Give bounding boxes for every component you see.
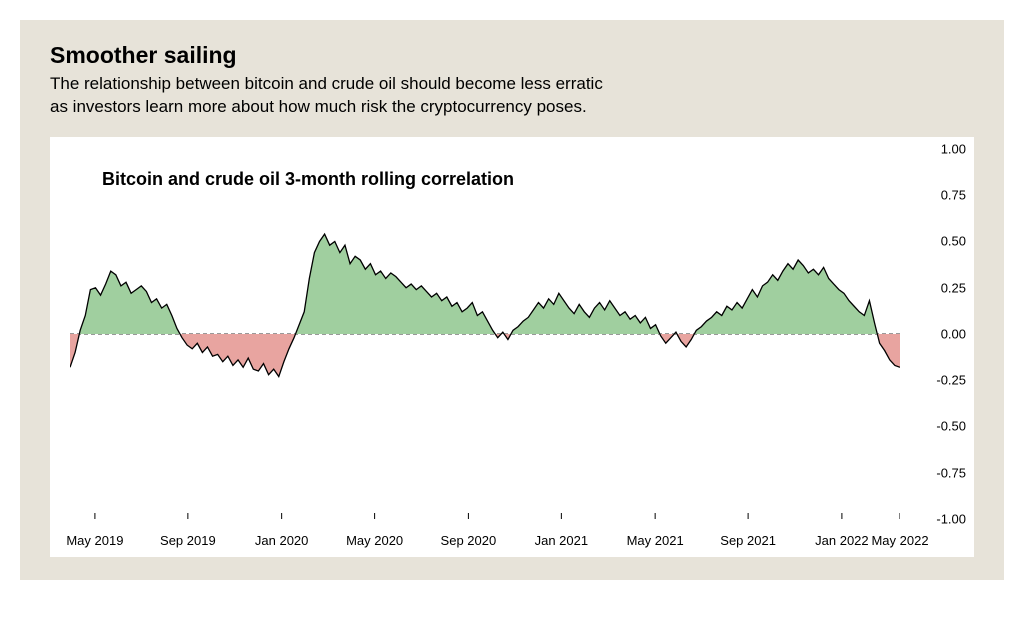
y-tick-label: -0.75 <box>936 465 966 480</box>
chart-subtitle: The relationship between bitcoin and cru… <box>50 73 974 119</box>
y-tick-label: -1.00 <box>936 511 966 526</box>
correlation-area-chart <box>70 149 900 519</box>
x-tick-label: May 2021 <box>627 533 684 548</box>
chart-container: Smoother sailing The relationship betwee… <box>20 20 1004 580</box>
y-axis-labels: 1.000.750.500.250.00-0.25-0.50-0.75-1.00 <box>911 149 966 519</box>
x-tick-label: Jan 2022 <box>815 533 869 548</box>
y-tick-label: -0.25 <box>936 373 966 388</box>
chart-inner-title: Bitcoin and crude oil 3-month rolling co… <box>102 169 514 190</box>
x-tick-label: May 2019 <box>66 533 123 548</box>
x-ticks <box>95 513 900 519</box>
y-tick-label: 0.50 <box>941 234 966 249</box>
y-tick-label: -0.50 <box>936 419 966 434</box>
x-tick-label: May 2020 <box>346 533 403 548</box>
x-axis-labels: May 2019Sep 2019Jan 2020May 2020Sep 2020… <box>70 533 900 551</box>
x-tick-label: Jan 2021 <box>535 533 589 548</box>
x-tick-label: Jan 2020 <box>255 533 309 548</box>
x-tick-label: May 2022 <box>871 533 928 548</box>
chart-panel: Bitcoin and crude oil 3-month rolling co… <box>50 137 974 557</box>
x-tick-label: Sep 2020 <box>441 533 497 548</box>
x-tick-label: Sep 2019 <box>160 533 216 548</box>
chart-title: Smoother sailing <box>50 42 974 69</box>
subtitle-line-1: The relationship between bitcoin and cru… <box>50 74 603 93</box>
subtitle-line-2: as investors learn more about how much r… <box>50 97 587 116</box>
x-tick-label: Sep 2021 <box>720 533 776 548</box>
y-tick-label: 0.75 <box>941 188 966 203</box>
y-tick-label: 0.25 <box>941 280 966 295</box>
negative-area <box>70 334 900 377</box>
y-tick-label: 0.00 <box>941 326 966 341</box>
y-tick-label: 1.00 <box>941 141 966 156</box>
positive-area <box>79 234 877 334</box>
